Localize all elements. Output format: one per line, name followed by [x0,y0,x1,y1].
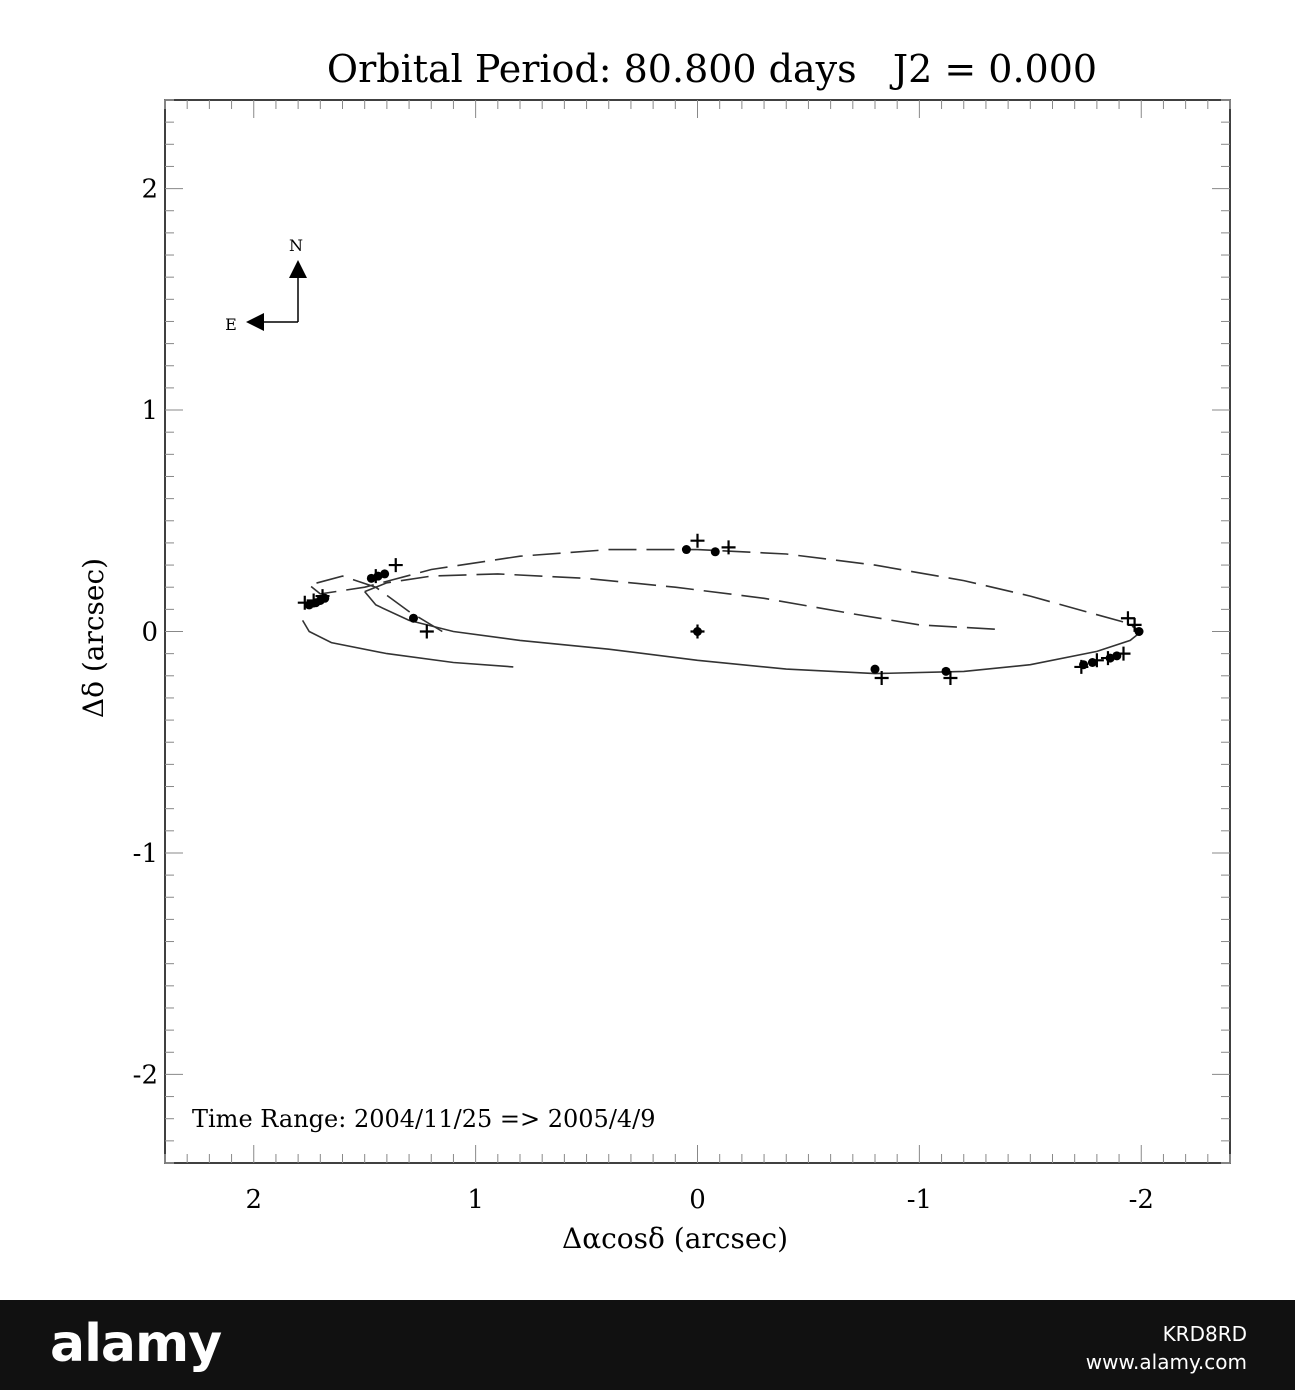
data-points [297,533,1144,686]
y-axis-label: Δδ (arcsec) [77,558,110,718]
x-axis-label: Δαcosδ (arcsec) [562,1222,788,1255]
x-tick-label: 0 [689,1185,706,1215]
observed-point [870,664,880,674]
observed-point [1134,627,1144,636]
x-tick-label: 1 [467,1185,484,1215]
predicted-point [1116,646,1131,661]
orbit-dashed-outer [307,548,1142,633]
orbit-solid [364,591,1142,675]
observed-point [710,547,720,557]
x-tick-label: -1 [907,1185,932,1215]
predicted-point [721,540,736,555]
x-tick-label: -2 [1129,1185,1154,1215]
x-tick-labels: 2 1 0 -1 -2 [245,1185,1153,1215]
compass: N E [225,236,307,334]
predicted-point [690,533,705,548]
predicted-point [297,595,312,610]
predicted-point [690,624,705,639]
y-tick-labels: 2 1 0 -1 -2 [133,175,158,1091]
orbit-paths [301,548,1142,675]
y-tick-label: -2 [133,1060,158,1090]
predicted-point [388,558,403,573]
watermark-footer: alamy KRD8RD www.alamy.com [0,1300,1295,1390]
time-range-annotation: Time Range: 2004/11/25 => 2005/4/9 [192,1105,656,1133]
observed-point [409,613,418,623]
predicted-point [1100,651,1115,666]
compass-east-arrowhead [246,313,264,331]
compass-north-label: N [289,236,303,255]
predicted-point [874,671,889,686]
observed-point [681,545,691,555]
predicted-point [315,589,330,604]
predicted-point [1120,611,1135,626]
predicted-point [419,624,434,639]
compass-east-label: E [225,315,237,334]
y-tick-label: -1 [133,839,158,869]
image-id: KRD8RD [1162,1322,1247,1346]
chart-title: Orbital Period: 80.800 days J2 = 0.000 [327,47,1097,91]
predicted-point [1127,617,1142,632]
orbit-chart: Orbital Period: 80.800 days J2 = 0.000 2… [77,47,1231,1255]
observed-point [941,666,951,676]
alamy-url: www.alamy.com [1085,1350,1247,1374]
orbit-solid-tail [301,619,514,668]
y-tick-label: 1 [141,396,158,426]
predicted-point [943,671,958,686]
alamy-logo: alamy [50,1314,222,1374]
y-tick-label: 0 [141,618,158,648]
orbit-dashed-inner [364,573,998,631]
predicted-point [1074,659,1089,674]
x-tick-label: 2 [245,1185,262,1215]
predicted-point [1089,653,1104,668]
predicted-point [368,569,383,584]
y-tick-label: 2 [141,175,158,205]
compass-north-arrowhead [289,260,307,278]
minor-ticks [164,99,1231,1164]
predicted-point [306,593,321,608]
